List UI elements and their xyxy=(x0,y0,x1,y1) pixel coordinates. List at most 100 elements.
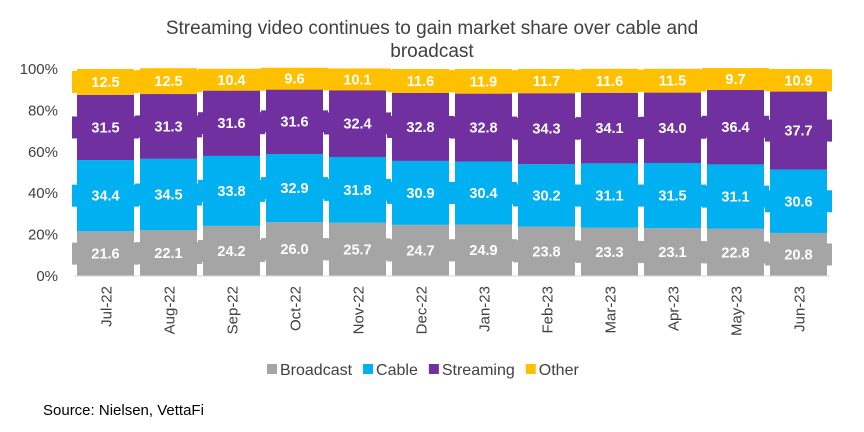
data-label-other: 9.7 xyxy=(725,72,745,88)
data-label-background xyxy=(576,69,643,92)
data-label-other: 12.5 xyxy=(91,75,119,91)
legend-label: Streaming xyxy=(442,362,515,379)
bar-stack-apr-23: 23.1 31.5 34.0 11.5 xyxy=(639,68,706,276)
x-tick-label: Jul-22 xyxy=(99,286,116,327)
data-label-background xyxy=(450,239,517,262)
data-label-broadcast: 22.1 xyxy=(154,246,182,262)
data-label-cable: 30.4 xyxy=(469,186,497,202)
data-label-cable: 30.9 xyxy=(406,186,434,202)
data-label-background xyxy=(639,69,706,92)
bar-stack-sep-22: 24.2 33.8 31.6 10.4 xyxy=(198,68,265,276)
data-label-background xyxy=(387,115,454,138)
data-label-cable: 34.4 xyxy=(91,189,119,205)
legend-item-other: Other xyxy=(525,362,579,379)
data-label-streaming: 32.4 xyxy=(343,116,371,132)
x-tick-label: Jun-23 xyxy=(792,286,809,332)
data-label-cable: 31.1 xyxy=(595,189,623,205)
data-label-other: 11.5 xyxy=(659,74,686,90)
bar-stack-jan-23: 24.9 30.4 32.8 11.9 xyxy=(450,69,517,276)
data-label-background xyxy=(72,70,139,93)
legend-swatch xyxy=(428,364,439,374)
y-tick-label: 100% xyxy=(20,61,58,78)
data-label-cable: 30.6 xyxy=(784,194,812,210)
data-label-cable: 31.8 xyxy=(343,183,371,199)
data-label-streaming: 34.3 xyxy=(532,122,560,138)
y-tick-label: 0% xyxy=(36,268,58,285)
source-note: Source: Nielsen, VettaFi xyxy=(43,402,204,419)
legend-label: Cable xyxy=(376,362,418,379)
data-label-background xyxy=(198,112,265,135)
data-label-broadcast: 21.6 xyxy=(91,247,119,263)
data-label-background xyxy=(135,115,202,138)
data-label-background xyxy=(387,181,454,204)
data-label-background xyxy=(198,68,265,91)
data-label-streaming: 31.6 xyxy=(280,114,308,130)
data-label-background xyxy=(387,239,454,262)
data-label-cable: 33.8 xyxy=(217,184,245,200)
data-label-background xyxy=(639,184,706,207)
data-label-other: 10.1 xyxy=(343,72,371,88)
data-label-background xyxy=(702,241,769,264)
data-label-background xyxy=(324,238,391,261)
data-label-background xyxy=(513,70,580,93)
chart-title-line-1: Streaming video continues to gain market… xyxy=(166,18,698,39)
legend: Broadcast Cable Streaming Other xyxy=(267,362,579,379)
data-label-background xyxy=(198,179,265,202)
legend-item-cable: Cable xyxy=(363,362,418,379)
data-label-background xyxy=(702,185,769,208)
data-label-background xyxy=(261,110,328,133)
data-label-background xyxy=(198,239,265,262)
data-label-background xyxy=(450,181,517,204)
data-label-background xyxy=(765,119,832,142)
data-label-streaming: 34.0 xyxy=(658,121,686,137)
x-tick-label: Sep-22 xyxy=(225,286,242,334)
data-label-streaming: 32.8 xyxy=(469,121,497,137)
chart-title-line-2: broadcast xyxy=(390,41,474,62)
data-label-background xyxy=(765,243,832,266)
legend-swatch xyxy=(525,364,536,374)
data-label-background xyxy=(450,116,517,139)
legend-item-streaming: Streaming xyxy=(428,362,515,379)
x-tick-label: Oct-22 xyxy=(288,286,305,331)
bar-stack-aug-22: 22.1 34.5 31.3 12.5 xyxy=(135,68,202,276)
data-label-broadcast: 24.2 xyxy=(217,244,245,260)
data-label-background xyxy=(765,190,832,213)
data-label-background xyxy=(261,238,328,261)
data-label-cable: 32.9 xyxy=(280,181,308,197)
data-label-other: 11.7 xyxy=(533,74,560,90)
data-label-streaming: 31.6 xyxy=(217,116,245,132)
x-tick-label: Mar-23 xyxy=(603,286,620,334)
bar-stack-feb-23: 23.8 30.2 34.3 11.7 xyxy=(513,69,580,276)
data-label-other: 11.6 xyxy=(596,74,623,90)
data-label-background xyxy=(513,117,580,140)
data-label-streaming: 31.3 xyxy=(154,119,182,135)
bar-stack-jun-23: 20.8 30.6 37.7 10.9 xyxy=(765,69,832,276)
data-label-background xyxy=(261,177,328,200)
data-label-other: 11.6 xyxy=(407,74,434,90)
y-tick-label: 20% xyxy=(28,227,58,244)
data-label-background xyxy=(576,117,643,140)
data-label-background xyxy=(576,184,643,207)
data-label-background xyxy=(72,242,139,265)
data-label-other: 11.9 xyxy=(470,74,497,90)
bar-stack-nov-22: 25.7 31.8 32.4 10.1 xyxy=(324,68,391,276)
bar-stack-jul-22: 21.6 34.4 31.5 12.5 xyxy=(72,69,139,276)
x-tick-label: Dec-22 xyxy=(414,286,431,334)
data-label-background xyxy=(324,68,391,91)
legend-label: Broadcast xyxy=(280,362,353,379)
data-label-background xyxy=(324,112,391,135)
legend-item-broadcast: Broadcast xyxy=(267,362,353,379)
y-tick-label: 80% xyxy=(28,102,58,119)
data-label-broadcast: 25.7 xyxy=(343,242,371,258)
data-label-cable: 31.1 xyxy=(721,190,749,206)
data-label-cable: 30.2 xyxy=(532,188,560,204)
data-label-broadcast: 23.1 xyxy=(658,245,686,261)
data-label-background xyxy=(135,183,202,206)
y-axis: 0% 20% 40% 60% 80% 100% xyxy=(20,61,58,285)
legend-swatch xyxy=(267,364,277,374)
data-label-broadcast: 24.9 xyxy=(469,243,497,259)
data-label-broadcast: 23.8 xyxy=(532,244,560,260)
data-label-background xyxy=(702,115,769,138)
data-label-broadcast: 22.8 xyxy=(721,245,749,261)
